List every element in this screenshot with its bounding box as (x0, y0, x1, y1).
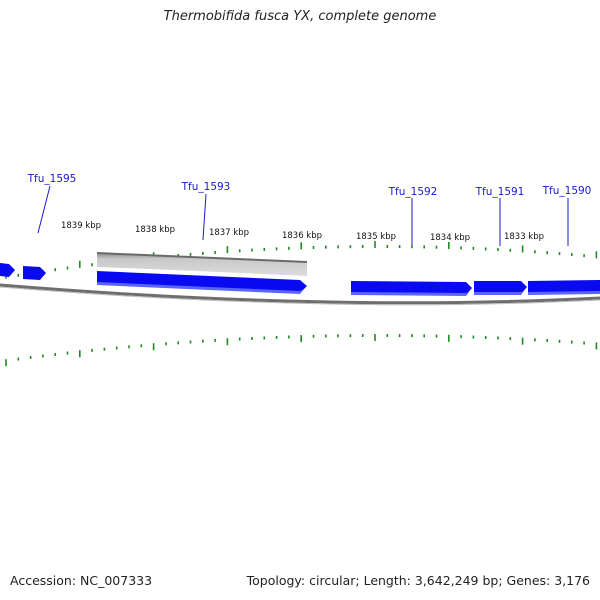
gene-arrow-shadow (474, 291, 524, 295)
scale-label: 1836 kbp (282, 231, 322, 241)
gene-label-tfu-1590[interactable]: Tfu_1590 (542, 185, 592, 197)
gene-label-tfu-1592[interactable]: Tfu_1592 (388, 186, 438, 198)
gene-arrow-shadow (97, 282, 304, 294)
gray-feature-band[interactable] (97, 253, 307, 276)
scale-label: 1833 kbp (504, 232, 544, 242)
genome-summary: Topology: circular; Length: 3,642,249 bp… (246, 573, 590, 588)
gene-arrows (0, 263, 600, 296)
scale-labels: 1839 kbp 1838 kbp 1837 kbp 1836 kbp 1835… (61, 221, 544, 243)
genome-title: Thermobifida fusca YX, complete genome (163, 9, 437, 24)
gene-arrow[interactable] (528, 280, 600, 294)
gene-arrow[interactable] (0, 263, 15, 277)
gray-feature-band-edge (96, 252, 308, 263)
gene-arrow[interactable] (474, 281, 527, 294)
scale-label: 1837 kbp (209, 228, 249, 238)
scale-ticks-outer (5, 241, 598, 279)
gene-arrow-shadow (528, 291, 600, 295)
genome-backbone (0, 283, 600, 305)
scale-label: 1835 kbp (356, 232, 396, 242)
gene-arrow-shadow (351, 292, 469, 296)
scale-label: 1834 kbp (430, 233, 470, 243)
accession-text: Accession: NC_007333 (10, 573, 153, 588)
scale-label: 1839 kbp (61, 221, 101, 231)
gene-arrow[interactable] (97, 271, 307, 293)
gene-label-tfu-1595[interactable]: Tfu_1595 (27, 173, 77, 185)
gene-leader-lines (37, 185, 569, 246)
genome-backbone-highlight (0, 286, 600, 306)
gene-arrow[interactable] (351, 281, 472, 295)
gene-label-tfu-1591[interactable]: Tfu_1591 (475, 186, 525, 198)
gene-arrow[interactable] (23, 266, 46, 280)
scale-ticks-inner (5, 334, 598, 367)
gene-label-tfu-1593[interactable]: Tfu_1593 (181, 181, 231, 193)
scale-label: 1838 kbp (135, 225, 175, 235)
